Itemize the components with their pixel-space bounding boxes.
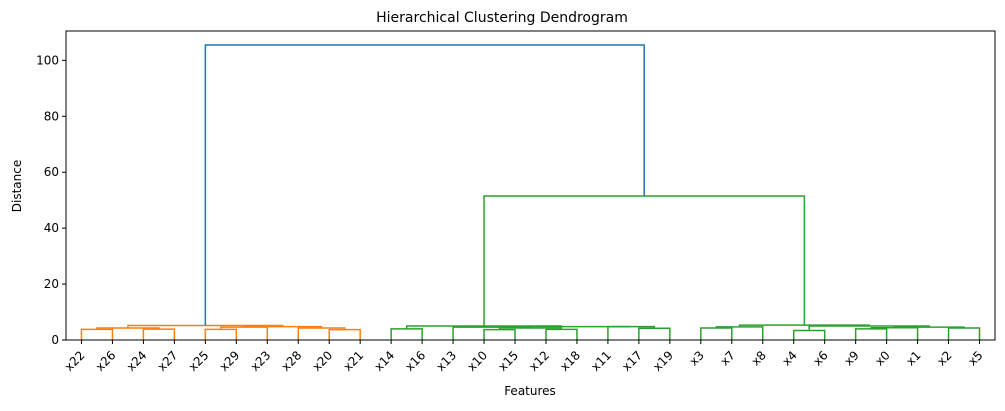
leaf-label: x20	[310, 348, 336, 374]
dendrogram-link	[142, 328, 176, 340]
dendrogram-link	[700, 327, 733, 340]
leaf-label: x7	[718, 348, 738, 368]
leaf-label: x15	[495, 348, 521, 374]
leaf-label: x8	[749, 348, 769, 368]
leaf-label: x9	[841, 348, 861, 368]
x-axis-label: Features	[504, 384, 556, 398]
dendrogram-link	[80, 328, 114, 340]
dendrogram-link	[607, 325, 656, 340]
dendrogram-link	[870, 326, 919, 340]
dendrogram-link	[638, 327, 671, 340]
dendrogram-link	[390, 328, 423, 340]
y-tick-label: 80	[44, 109, 59, 123]
dendrogram-link	[715, 326, 764, 340]
dendrogram-link	[204, 328, 238, 340]
y-tick-label: 60	[44, 165, 59, 179]
leaf-label: x25	[186, 348, 212, 374]
leaf-label: x11	[588, 348, 614, 374]
dendrogram-link	[792, 329, 826, 340]
leaf-label: x27	[155, 348, 181, 374]
leaf-label: x13	[433, 348, 459, 374]
leaf-label: x5	[965, 348, 985, 368]
dendrogram-link	[452, 326, 532, 340]
dendrogram-link	[483, 328, 516, 340]
y-tick-label: 20	[44, 277, 59, 291]
y-axis-ticks: 0 20 40 60 80 100	[36, 53, 66, 347]
y-tick-label: 0	[51, 333, 59, 347]
dendrogram-link	[854, 328, 888, 340]
leaf-label: x2	[934, 348, 954, 368]
x-axis-ticks: x22 x26 x24 x27 x25 x29 x23 x28 x20 x21 x14 x16 x13 x…	[62, 340, 986, 374]
dendrogram-link	[204, 44, 645, 326]
leaf-label: x1	[903, 348, 923, 368]
leaf-label: x17	[619, 348, 645, 374]
dendrogram-link	[483, 195, 806, 327]
leaf-label: x21	[341, 348, 367, 374]
leaf-label: x18	[557, 348, 583, 374]
chart-title: Hierarchical Clustering Dendrogram	[376, 10, 628, 26]
dendrogram-link	[297, 327, 346, 340]
dendrogram-link	[498, 327, 563, 330]
dendrogram-link	[947, 327, 981, 340]
dendrogram-link	[96, 327, 160, 330]
leaf-label: x28	[279, 348, 305, 374]
leaf-label: x3	[687, 348, 707, 368]
y-tick-label: 40	[44, 221, 59, 235]
leaf-label: x29	[217, 348, 243, 374]
leaf-label: x19	[650, 348, 676, 374]
leaf-label: x12	[526, 348, 552, 374]
dendrogram-link	[545, 328, 578, 340]
leaf-label: x22	[62, 348, 88, 374]
dendrogram-links	[80, 44, 981, 340]
leaf-label: x23	[248, 348, 274, 374]
leaf-label: x16	[403, 348, 429, 374]
dendrogram-link	[220, 326, 269, 340]
plot-frame	[65, 30, 996, 341]
leaf-label: x4	[780, 348, 800, 368]
y-tick-label: 100	[36, 53, 59, 67]
dendrogram-link	[893, 326, 965, 328]
leaf-label: x6	[810, 348, 830, 368]
leaf-label: x26	[93, 348, 119, 374]
dendrogram-link	[127, 324, 284, 328]
leaf-label: x24	[124, 348, 150, 374]
leaf-label: x0	[872, 348, 892, 368]
leaf-label: x10	[464, 348, 490, 374]
dendrogram-link	[328, 328, 361, 340]
y-axis-label: Distance	[10, 160, 24, 212]
leaf-label: x14	[372, 348, 398, 374]
